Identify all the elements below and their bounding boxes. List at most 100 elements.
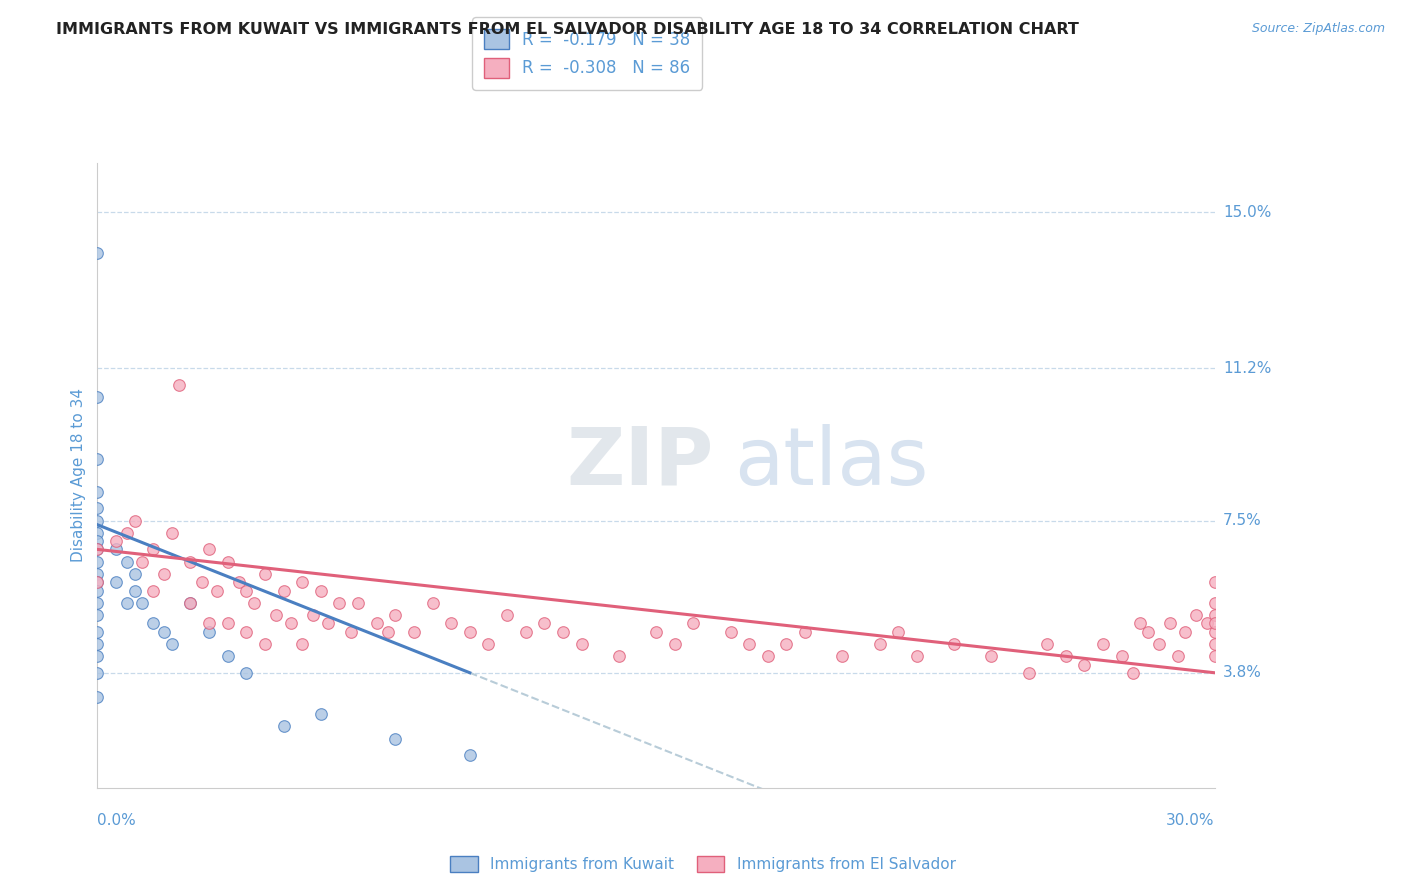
Point — [142, 616, 165, 631]
Point — [1073, 657, 1095, 672]
Point — [1129, 616, 1152, 631]
Point — [905, 649, 928, 664]
Point — [384, 608, 406, 623]
Point — [153, 567, 176, 582]
Point — [253, 567, 276, 582]
Point — [142, 583, 165, 598]
Point — [124, 567, 146, 582]
Point — [198, 542, 221, 557]
Point — [316, 616, 339, 631]
Text: 0.0%: 0.0% — [97, 813, 136, 828]
Point — [515, 624, 537, 639]
Point — [86, 501, 108, 516]
Point — [86, 624, 108, 639]
Point — [86, 390, 108, 404]
Point — [86, 665, 108, 680]
Point — [1136, 624, 1159, 639]
Y-axis label: Disability Age 18 to 34: Disability Age 18 to 34 — [72, 388, 86, 562]
Point — [124, 583, 146, 598]
Point — [142, 542, 165, 557]
Point — [291, 575, 314, 590]
Point — [115, 596, 138, 610]
Point — [664, 637, 686, 651]
Point — [477, 637, 499, 651]
Point — [458, 747, 481, 762]
Text: Source: ZipAtlas.com: Source: ZipAtlas.com — [1251, 22, 1385, 36]
Point — [160, 637, 183, 651]
Point — [160, 525, 183, 540]
Point — [328, 596, 350, 610]
Point — [86, 649, 108, 664]
Text: 3.8%: 3.8% — [1223, 665, 1263, 681]
Point — [1204, 637, 1226, 651]
Point — [273, 583, 295, 598]
Point — [253, 637, 276, 651]
Point — [243, 596, 266, 610]
Point — [104, 534, 127, 549]
Point — [775, 637, 797, 651]
Point — [1147, 637, 1170, 651]
Point — [153, 624, 176, 639]
Text: 15.0%: 15.0% — [1223, 204, 1271, 219]
Point — [366, 616, 388, 631]
Point — [217, 555, 239, 569]
Point — [458, 624, 481, 639]
Point — [1204, 616, 1226, 631]
Point — [887, 624, 910, 639]
Point — [1167, 649, 1189, 664]
Point — [1018, 665, 1040, 680]
Point — [1204, 649, 1226, 664]
Point — [86, 534, 108, 549]
Point — [86, 575, 108, 590]
Point — [1185, 608, 1208, 623]
Point — [131, 596, 153, 610]
Text: atlas: atlas — [734, 424, 928, 502]
Point — [179, 555, 201, 569]
Point — [86, 542, 108, 557]
Point — [571, 637, 593, 651]
Point — [179, 596, 201, 610]
Point — [115, 525, 138, 540]
Point — [1174, 624, 1197, 639]
Point — [682, 616, 704, 631]
Point — [720, 624, 742, 639]
Text: 7.5%: 7.5% — [1223, 513, 1261, 528]
Point — [169, 377, 191, 392]
Point — [738, 637, 761, 651]
Point — [86, 567, 108, 582]
Point — [235, 665, 257, 680]
Point — [440, 616, 463, 631]
Point — [86, 575, 108, 590]
Point — [198, 616, 221, 631]
Text: ZIP: ZIP — [567, 424, 714, 502]
Point — [264, 608, 287, 623]
Point — [943, 637, 966, 651]
Point — [1054, 649, 1077, 664]
Point — [302, 608, 325, 623]
Point — [86, 451, 108, 466]
Point — [86, 246, 108, 260]
Point — [1122, 665, 1144, 680]
Point — [756, 649, 779, 664]
Point — [1204, 575, 1226, 590]
Legend: R =  -0.179   N = 38, R =  -0.308   N = 86: R = -0.179 N = 38, R = -0.308 N = 86 — [472, 17, 702, 89]
Point — [124, 514, 146, 528]
Point — [86, 555, 108, 569]
Point — [422, 596, 444, 610]
Point — [86, 596, 108, 610]
Point — [1197, 616, 1219, 631]
Point — [217, 616, 239, 631]
Point — [190, 575, 212, 590]
Text: 11.2%: 11.2% — [1223, 361, 1271, 376]
Point — [179, 596, 201, 610]
Point — [104, 542, 127, 557]
Point — [104, 575, 127, 590]
Point — [831, 649, 853, 664]
Point — [377, 624, 399, 639]
Point — [309, 583, 332, 598]
Point — [86, 583, 108, 598]
Point — [1111, 649, 1133, 664]
Point — [228, 575, 250, 590]
Point — [235, 624, 257, 639]
Point — [86, 542, 108, 557]
